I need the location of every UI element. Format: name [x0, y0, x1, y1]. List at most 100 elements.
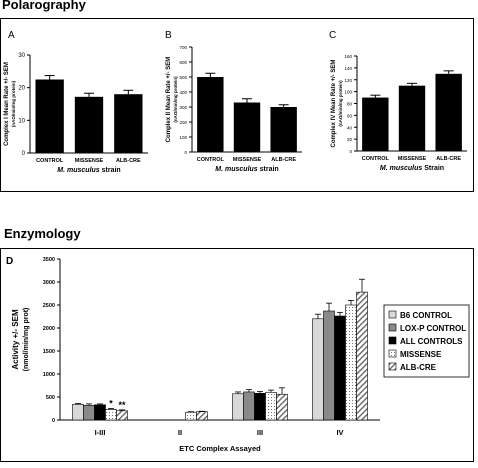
panel-d-bar [105, 409, 117, 421]
panel-b-x-axis-label-rest: strain [258, 166, 279, 173]
panel-c-y-axis-unit: (nAO/min/mg protein) [338, 80, 343, 127]
panel-c-x-axis-label-italic: M. musculus [380, 165, 423, 172]
panel-d-bar [334, 315, 346, 421]
panel-a-bar [35, 79, 64, 153]
panel-d-bar [94, 404, 106, 421]
panel-d-y-tick-label: 1000 [43, 372, 55, 378]
panel-a-x-axis-label-italic: M. musculus [57, 167, 100, 174]
panel-b-y-axis-label: Complex II Mean Rate +/- SEM [166, 57, 172, 143]
panel-d-bar [276, 393, 288, 421]
panel-a-letter: A [8, 30, 15, 41]
panel-b-y-tick-label: 500 [179, 75, 187, 80]
panel-c-y-axis-label: Complex IV Mean Rate +/- SEM [331, 60, 337, 148]
panel-d-x-tick-label: I-III [95, 428, 106, 437]
panel-c-y-tick-label: 60 [347, 113, 353, 118]
panel-c-significance-mark: * [447, 74, 450, 81]
panel-a-y-tick-label: 10 [18, 118, 25, 124]
panel-c-x-tick-label: CONTROL [362, 156, 390, 162]
panel-d-x-tick-label: II [178, 428, 182, 437]
panel-c-y-tick-label: 140 [344, 66, 352, 71]
panel-d-legend-label: B6 CONTROL [400, 311, 452, 320]
panel-b-x-axis-label: M. musculus strain [215, 166, 278, 173]
panel-d-legend-swatch [388, 336, 397, 345]
panel-d-bar [196, 411, 208, 421]
panel-d-bar [83, 404, 95, 421]
panel-d-bar [232, 393, 244, 421]
polarography-frame [0, 18, 474, 192]
panel-b-significance-mark: * [246, 103, 249, 110]
panel-d-bar [185, 411, 197, 421]
panel-d-y-axis-label: Activity +/- SEM [11, 309, 20, 370]
polarography-title: Polarography [2, 0, 86, 12]
panel-d-significance-mark: ** [118, 400, 126, 410]
panel-a-y-axis-unit: (nAO/min/mg protein) [11, 80, 16, 127]
panel-c-bar [435, 73, 462, 151]
panel-b-x-axis-label-italic: M. musculus [215, 166, 258, 173]
panel-c-x-axis-label-rest: Strain [422, 165, 444, 172]
panel-b-y-tick-label: 200 [179, 120, 187, 125]
panel-a-x-axis-label-rest: strain [100, 167, 121, 174]
panel-b-significance-mark: * [209, 77, 212, 84]
panel-d-y-tick-label: 3000 [43, 280, 55, 286]
panel-d-x-tick-label: IV [336, 428, 343, 437]
panel-d-significance-mark: * [109, 399, 113, 409]
panel-d-y-axis-unit: (nmol/min/mg prot) [23, 308, 30, 372]
panel-a-x-axis-label: M. musculus strain [57, 167, 120, 174]
panel-c-x-tick-label: ALB-CRE [436, 156, 461, 162]
panel-c-y-tick-label: 20 [347, 137, 353, 142]
panel-c-y-tick-label: 40 [347, 125, 353, 130]
panel-d-x-tick-label: III [257, 428, 263, 437]
panel-d-bar [345, 304, 357, 421]
panel-b-bar [233, 102, 261, 152]
panel-d-y-tick-label: 3500 [43, 257, 55, 263]
panel-b-y-tick-label: 600 [179, 60, 187, 65]
panel-a-bar [74, 96, 104, 153]
panel-c-y-tick-label: 160 [344, 54, 352, 59]
panel-c-x-tick-label: MISSENSE [398, 156, 427, 162]
panel-d-bar [72, 404, 84, 421]
panel-d-legend-label: LOX-P CONTROL [400, 324, 466, 333]
panel-b-y-axis-unit: (nAO/min/mg protein) [173, 76, 178, 123]
panel-d-legend-label: ALB-CRE [400, 363, 437, 372]
panel-d-x-axis-label: ETC Complex Assayed [179, 444, 261, 453]
panel-d-legend-swatch [388, 349, 397, 358]
panel-d-letter: D [6, 256, 13, 267]
panel-d-y-tick-label: 1500 [43, 349, 55, 355]
panel-a-significance-mark: * [88, 97, 91, 104]
panel-d-bar [312, 318, 324, 421]
panel-d-y-tick-label: 500 [46, 395, 55, 401]
panel-d-y-tick-label: 2500 [43, 303, 55, 309]
panel-b-bar [197, 77, 224, 152]
panel-a-x-tick-label: ALB-CRE [116, 158, 141, 164]
enzymology-title: Enzymology [4, 226, 81, 241]
panel-d-bar [265, 392, 277, 421]
panel-d-bar [254, 393, 266, 421]
panel-a-bar [114, 94, 143, 153]
panel-d-legend-box [383, 304, 470, 378]
panel-b-y-tick-label: 0 [184, 150, 187, 155]
panel-d-legend-swatch [388, 310, 397, 319]
panel-a-y-axis-label: Complex I Mean Rate +/- SEM [4, 62, 10, 146]
panel-b-y-tick-label: 300 [179, 105, 187, 110]
panel-b-x-tick-label: MISSENSE [233, 157, 262, 163]
panel-b-y-tick-label: 700 [179, 45, 187, 50]
panel-b-y-tick-label: 100 [179, 135, 187, 140]
panel-d-legend-swatch [388, 362, 397, 371]
panel-c-bar [398, 85, 426, 151]
panel-b-bar [270, 107, 297, 152]
panel-d-bar [323, 310, 335, 421]
enzymology-frame [0, 248, 474, 462]
panel-b-x-tick-label: CONTROL [197, 157, 225, 163]
panel-c-x-axis-label: M. musculus Strain [380, 165, 444, 172]
panel-a-y-tick-label: 20 [18, 86, 25, 92]
panel-d-legend-label: MISSENSE [400, 350, 442, 359]
panel-d-y-tick-label: 0 [52, 418, 55, 424]
panel-c-letter: C [329, 30, 336, 41]
panel-d-legend-label: ALL CONTROLS [400, 337, 463, 346]
panel-b-x-tick-label: ALB-CRE [271, 157, 296, 163]
panel-c-y-tick-label: 80 [347, 102, 353, 107]
panel-a-x-tick-label: CONTROL [36, 158, 64, 164]
panel-d-legend-swatch [388, 323, 397, 332]
panel-d-y-tick-label: 2000 [43, 326, 55, 332]
